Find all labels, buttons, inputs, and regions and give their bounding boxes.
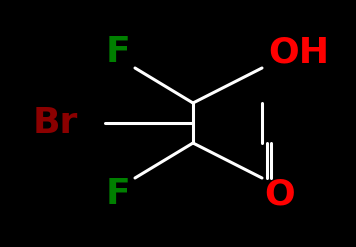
Text: Br: Br [32,106,78,140]
Text: F: F [106,35,130,69]
Text: OH: OH [268,35,329,69]
Text: F: F [106,177,130,211]
Text: O: O [265,177,295,211]
